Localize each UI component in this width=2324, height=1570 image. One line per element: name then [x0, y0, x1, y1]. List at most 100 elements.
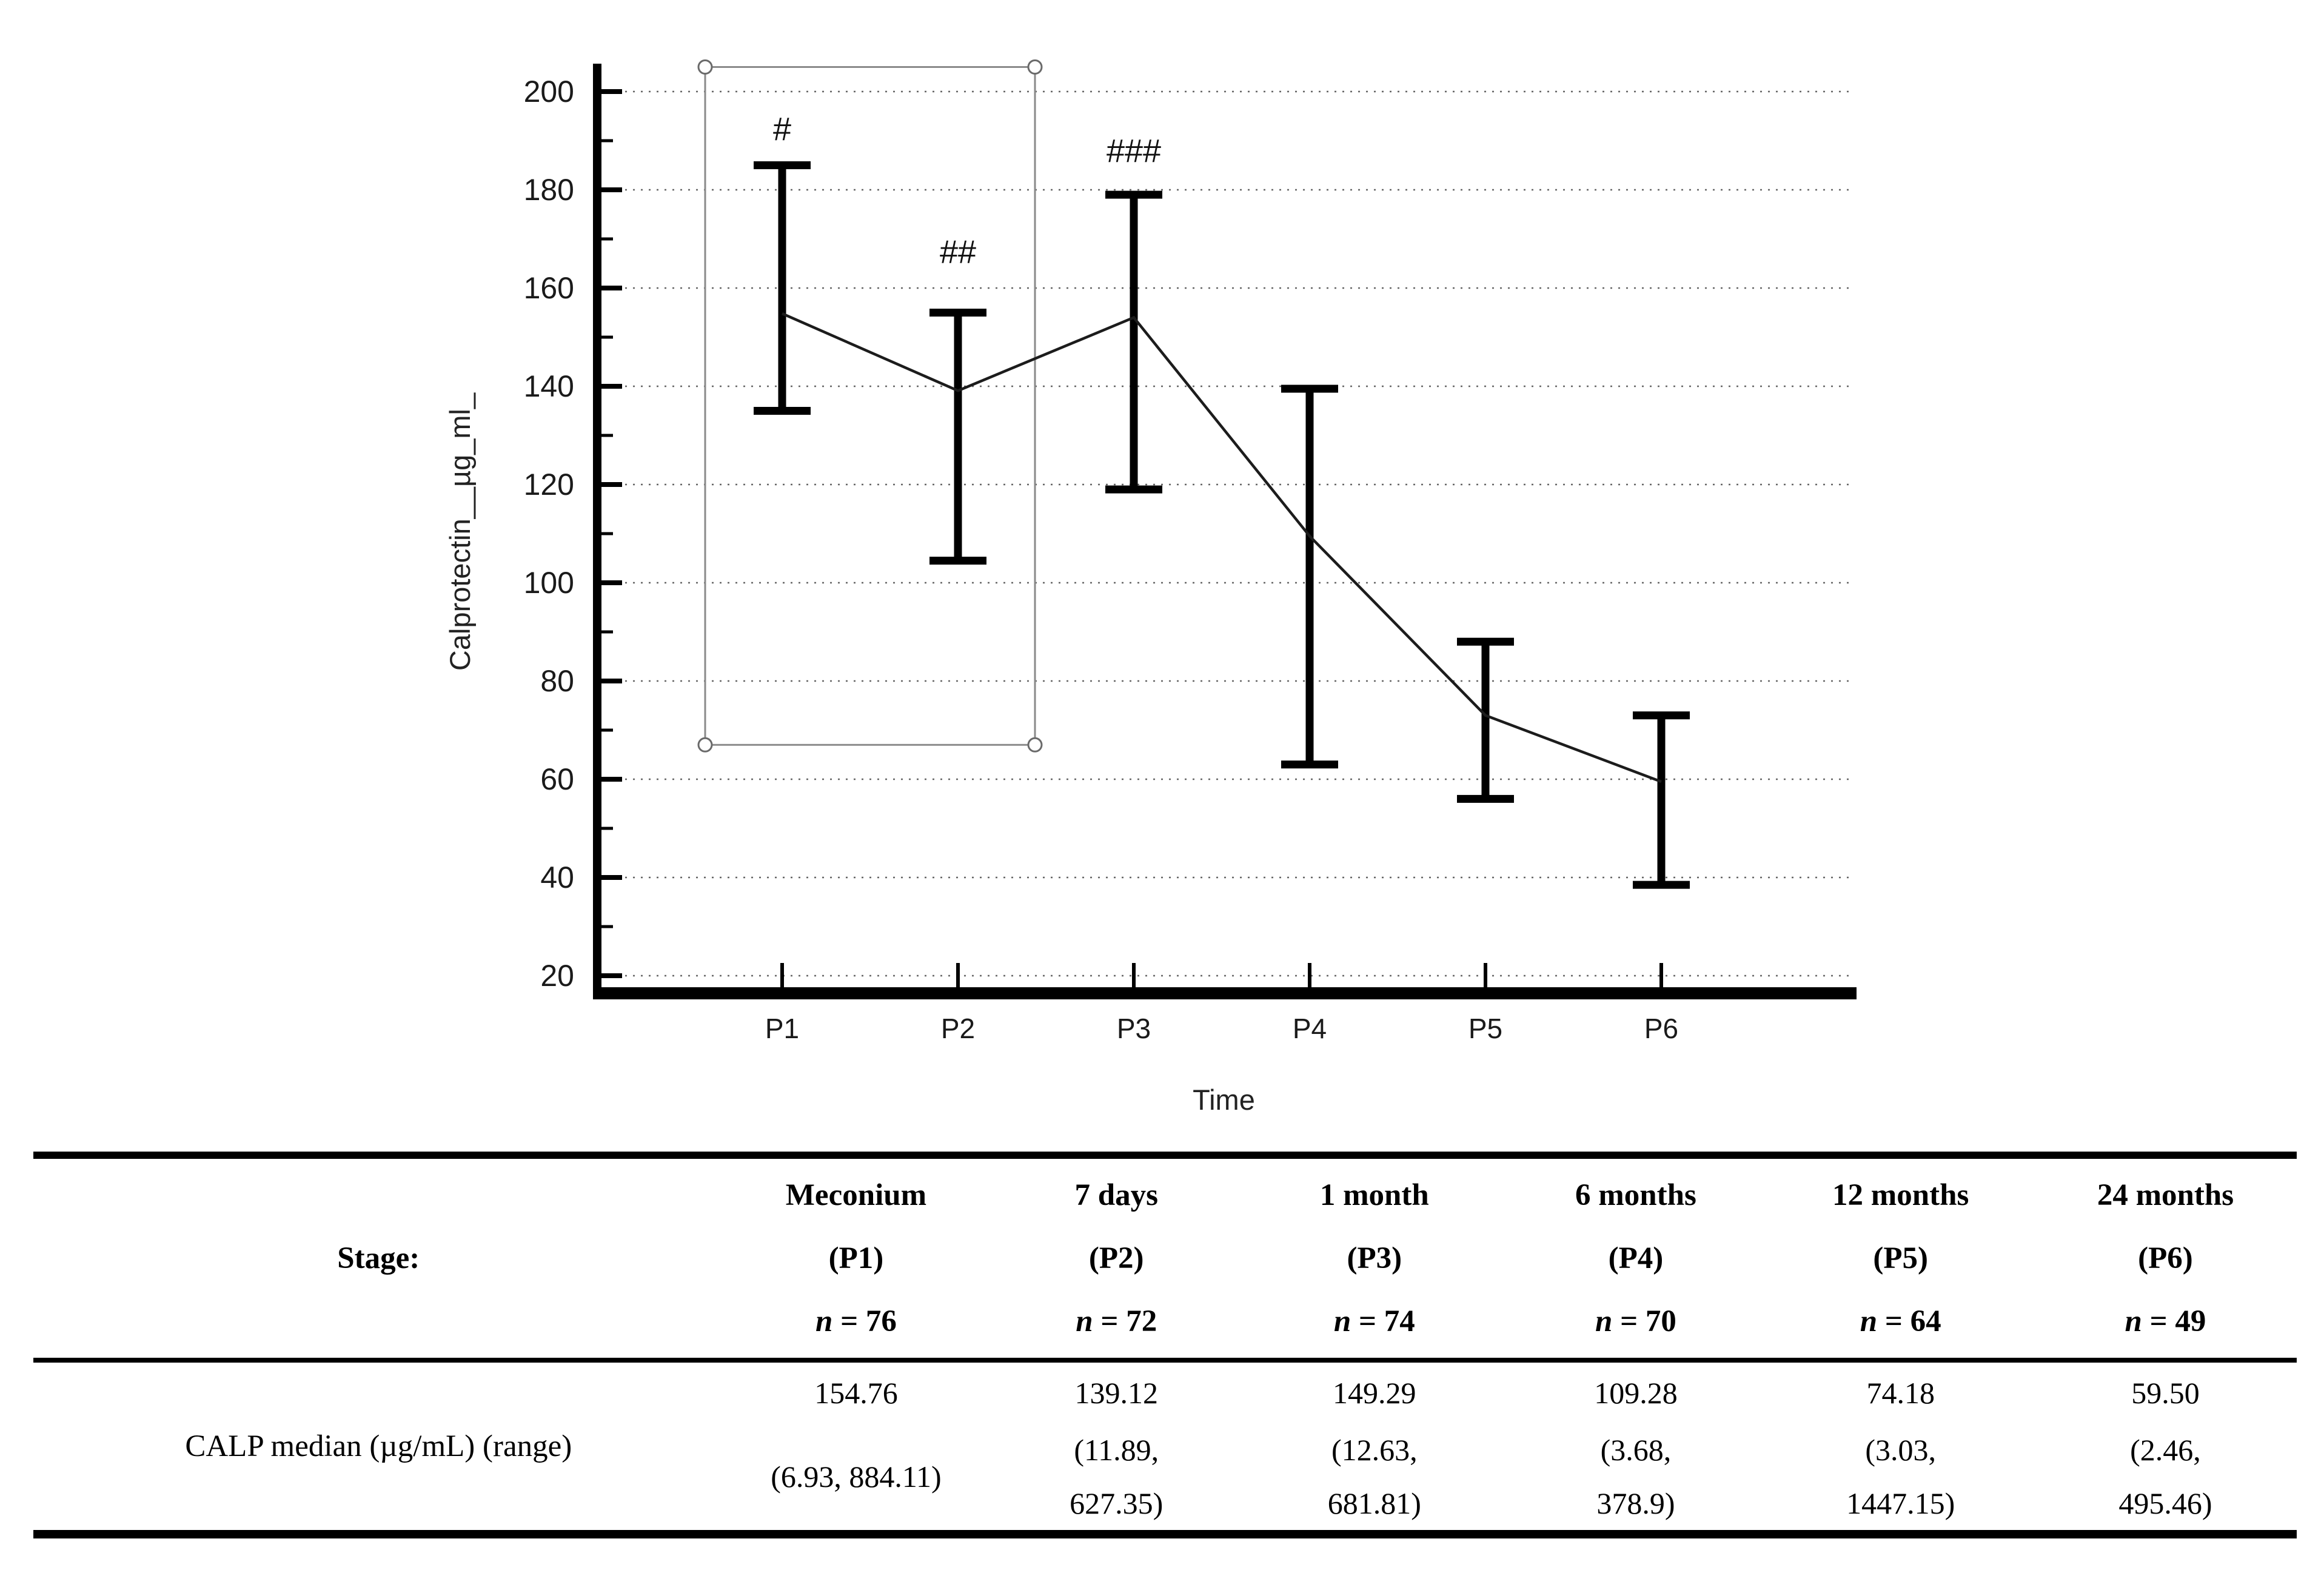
x-tick-label: P1	[765, 1013, 799, 1044]
y-tick-label: 120	[524, 468, 574, 502]
data-line	[782, 312, 1662, 783]
median-value: 154.76	[814, 1376, 898, 1410]
range-line1: (3.03,	[1865, 1433, 1937, 1467]
selection-handle[interactable]	[1027, 59, 1043, 75]
y-major-tick	[597, 875, 622, 880]
x-tick	[956, 963, 960, 987]
error-bar	[1130, 195, 1138, 490]
error-cap-bottom	[1457, 794, 1514, 803]
y-minor-tick	[597, 335, 613, 339]
sample-size: n = 76	[815, 1304, 897, 1338]
selection-handle[interactable]	[697, 59, 713, 75]
stage-header-label: Stage:	[337, 1241, 420, 1275]
range-line2: 681.81)	[1327, 1486, 1421, 1520]
error-cap-top	[1633, 711, 1690, 720]
significance-annotation: ##	[940, 233, 976, 270]
error-cap-bottom	[929, 557, 986, 565]
error-cap-bottom	[1105, 485, 1162, 494]
range-line2: 495.46)	[2118, 1486, 2212, 1520]
y-tick-label: 100	[524, 566, 574, 600]
y-minor-tick	[597, 925, 613, 928]
y-axis-line	[593, 64, 601, 999]
table-data-row: CALP median (µg/mL) (range) 154.76 (6.93…	[33, 1360, 2297, 1534]
stage-code: (P5)	[1873, 1241, 1928, 1275]
range-line1: (12.63,	[1331, 1433, 1418, 1467]
y-axis-title: Calprotectin__µg_ml_	[444, 392, 476, 671]
median-value: 59.50	[2131, 1376, 2200, 1410]
cell-p6: 59.50 (2.46, 495.46)	[2034, 1360, 2297, 1534]
x-axis-line	[593, 987, 1857, 999]
y-minor-tick	[597, 139, 613, 143]
y-major-tick	[597, 89, 622, 94]
selection-handle[interactable]	[697, 737, 713, 753]
y-minor-tick	[597, 237, 613, 241]
table-header-row: Stage: Meconium (P1) n = 76 7 days (P2) …	[33, 1155, 2297, 1360]
col-header-p6: 24 months (P6) n = 49	[2034, 1155, 2297, 1360]
selection-handle[interactable]	[1027, 737, 1043, 753]
col-header-p3: 1 month (P3) n = 74	[1244, 1155, 1504, 1360]
error-cap-top	[754, 161, 811, 169]
col-header-p1: Meconium (P1) n = 76	[724, 1155, 989, 1360]
cell-p5: 74.18 (3.03, 1447.15)	[1767, 1360, 2034, 1534]
sample-size: n = 49	[2125, 1304, 2206, 1338]
cell-p4: 109.28 (3.68, 378.9)	[1504, 1360, 1767, 1534]
row-label-calp-median: CALP median (µg/mL) (range)	[185, 1429, 572, 1463]
x-axis-title: Time	[1193, 1084, 1255, 1116]
median-value: 139.12	[1074, 1376, 1158, 1410]
stage-code: (P3)	[1347, 1241, 1402, 1275]
median-value: 109.28	[1594, 1376, 1678, 1410]
y-major-tick	[597, 482, 622, 487]
y-tick-label: 40	[540, 860, 574, 894]
stage-name: 7 days	[1074, 1178, 1158, 1212]
sample-size: n = 74	[1333, 1304, 1415, 1338]
col-header-p5: 12 months (P5) n = 64	[1767, 1155, 2034, 1360]
y-major-tick	[597, 777, 622, 782]
y-major-tick	[597, 679, 622, 683]
y-minor-tick	[597, 827, 613, 830]
y-major-tick	[597, 973, 622, 978]
stage-code: (P2)	[1088, 1241, 1144, 1275]
error-cap-bottom	[1281, 760, 1338, 769]
error-cap-top	[1105, 190, 1162, 199]
y-tick-label: 80	[540, 664, 574, 698]
x-tick	[780, 963, 784, 987]
y-minor-tick	[597, 728, 613, 732]
sample-size: n = 72	[1076, 1304, 1157, 1338]
y-tick-label: 160	[524, 271, 574, 305]
cell-p3: 149.29 (12.63, 681.81)	[1244, 1360, 1504, 1534]
median-value: 149.29	[1333, 1376, 1416, 1410]
error-bar	[778, 165, 786, 411]
x-tick	[1659, 963, 1663, 987]
x-tick	[1308, 963, 1311, 987]
median-value: 74.18	[1866, 1376, 1935, 1410]
x-tick	[1132, 963, 1136, 987]
summary-table-wrap: Stage: Meconium (P1) n = 76 7 days (P2) …	[33, 1152, 2297, 1538]
range-line1: (11.89,	[1074, 1433, 1159, 1467]
x-tick-label: P3	[1117, 1013, 1151, 1044]
stage-code: (P1)	[828, 1241, 884, 1275]
y-tick-label: 20	[540, 959, 574, 993]
sample-size: n = 64	[1860, 1304, 1941, 1338]
col-header-p2: 7 days (P2) n = 72	[988, 1155, 1244, 1360]
error-bar	[954, 312, 962, 561]
stage-code: (P4)	[1608, 1241, 1664, 1275]
error-cap-top	[1281, 384, 1338, 393]
selection-box[interactable]	[704, 66, 1036, 746]
y-major-tick	[597, 286, 622, 290]
significance-annotation: ###	[1107, 133, 1161, 169]
x-tick-label: P4	[1293, 1013, 1327, 1044]
stage-code: (P6)	[2138, 1241, 2193, 1275]
stage-name: 24 months	[2097, 1178, 2234, 1212]
range-line1: (3.68,	[1600, 1433, 1672, 1467]
col-header-p4: 6 months (P4) n = 70	[1504, 1155, 1767, 1360]
error-bar	[1305, 389, 1314, 765]
x-tick-label: P5	[1468, 1013, 1502, 1044]
x-tick-label: P2	[941, 1013, 975, 1044]
y-major-tick	[597, 187, 622, 192]
error-bar	[1481, 642, 1490, 799]
y-tick-label: 140	[524, 369, 574, 403]
stage-name: 12 months	[1832, 1178, 1969, 1212]
summary-table: Stage: Meconium (P1) n = 76 7 days (P2) …	[33, 1152, 2297, 1538]
y-tick-label: 60	[540, 762, 574, 796]
range-line2: 378.9)	[1596, 1486, 1675, 1520]
